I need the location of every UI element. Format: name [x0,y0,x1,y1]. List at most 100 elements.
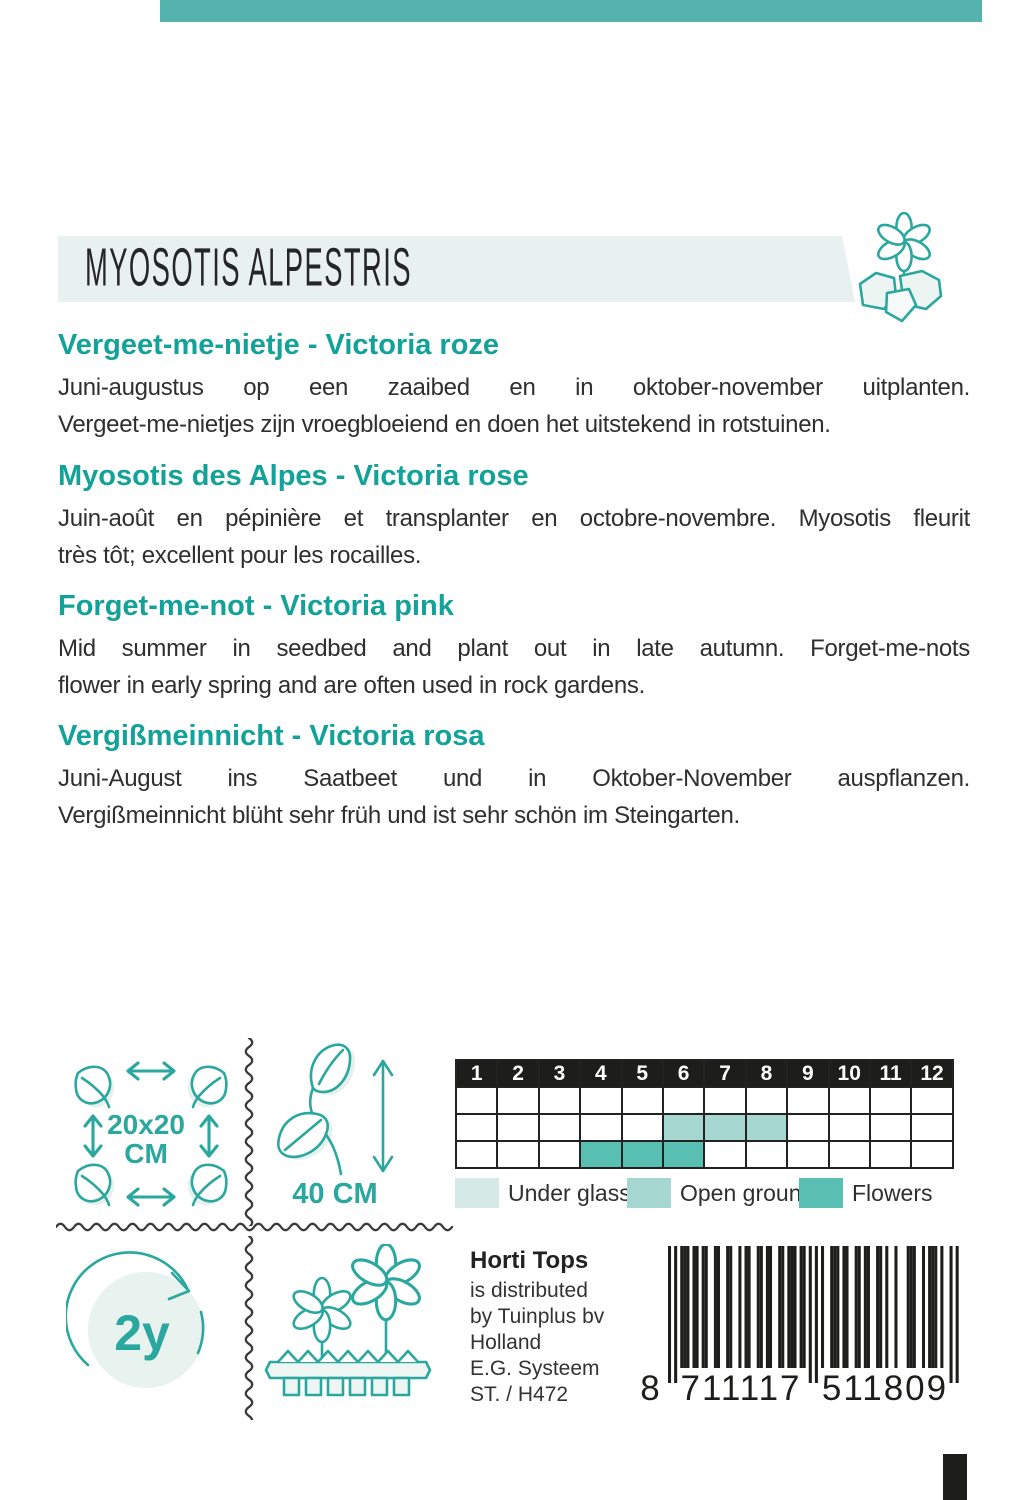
flower-planter-icon [264,1244,432,1397]
section-heading-dutch: Vergeet-me-nietje - Victoria roze [58,329,500,361]
barcode-bar [934,1246,938,1368]
calendar-cell [703,1113,747,1142]
calendar-month-header: 9 [786,1059,830,1088]
barcode-bar [928,1246,932,1368]
calendar-cell [454,1140,499,1169]
calendar-month-header: 7 [703,1059,747,1088]
barcode-bar [949,1246,953,1383]
calendar-cell [454,1113,499,1142]
barcode-digit-group: 711117 [681,1369,802,1404]
barcode-bar [836,1246,840,1368]
barcode-bar [857,1246,861,1368]
calendar-cell [620,1113,664,1142]
calendar-cell [496,1086,540,1115]
barcode-bar [955,1246,959,1383]
barcode-bar [787,1246,791,1368]
leaf-icon [186,1065,228,1109]
calendar-month-header: 4 [579,1059,623,1088]
barcode-bar [879,1246,883,1368]
barcode-bar [686,1246,690,1368]
height-arrow-icon [372,1059,394,1173]
legend-label: Flowers [852,1179,933,1206]
barcode-digit-group: 8 [640,1369,659,1404]
calendar-cell [496,1113,540,1142]
barcode-bar [802,1246,806,1368]
calendar-cell [827,1113,871,1142]
barcode-bar [821,1246,825,1368]
calendar-month-header: 10 [827,1059,871,1088]
legend-label: Open ground [680,1179,815,1206]
title-banner: MYOSOTIS ALPESTRIS [58,236,855,302]
calendar-cell [620,1140,664,1169]
section-french: Myosotis des Alpes - Victoria rose Juin-… [58,460,970,574]
calendar-cell [703,1086,747,1115]
wavy-divider-vertical [244,1038,254,1226]
calendar-month-header: 2 [496,1059,540,1088]
calendar-cell [786,1113,830,1142]
horizontal-spacing-arrow-icon [126,1061,176,1081]
calendar-cell [454,1086,499,1115]
calendar-month-header: 1 [454,1059,499,1088]
leaf-icon [186,1163,228,1207]
section-english: Forget-me-not - Victoria pink Mid summer… [58,590,970,704]
barcode-bar [894,1246,898,1368]
calendar-cell [537,1140,582,1169]
leaf-icon [74,1065,116,1109]
body-line: flower in early spring and are often use… [58,672,645,699]
barcode-bar [683,1246,687,1368]
calendar-cell [703,1140,747,1169]
distributor-line: is distributed [470,1279,588,1302]
calendar-cell [827,1086,871,1115]
calendar-cell [620,1086,664,1115]
calendar-month-header: 12 [910,1059,954,1088]
barcode-bar [931,1246,935,1368]
barcode-bar [790,1246,794,1368]
calendar-cell [868,1086,913,1115]
body-line: Mid summer in seedbed and plant out in l… [58,635,970,662]
distributor-name: Horti Tops [470,1247,589,1274]
calendar-row-under-glass [454,1086,954,1115]
section-heading-french: Myosotis des Alpes - Victoria rose [58,460,529,492]
barcode-bar [716,1246,721,1368]
calendar-cell [910,1113,954,1142]
calendar-month-header: 11 [868,1059,913,1088]
barcode-bar [756,1246,760,1368]
body-line: Juin-août en pépinière et transplanter e… [58,505,970,532]
calendar-cell [579,1086,623,1115]
distributor-line: ST. / H472 [470,1383,569,1406]
calendar-body [454,1086,954,1169]
calendar-month-header: 6 [661,1059,706,1088]
distributor-line: by Tuinplus bv [470,1305,605,1328]
brand-color-bar [160,0,982,22]
calendar-row-open-ground [454,1113,954,1142]
vertical-spacing-arrow-icon [83,1114,103,1158]
section-dutch: Vergeet-me-nietje - Victoria roze Juni-a… [58,329,970,443]
leaf-icon [74,1163,116,1207]
page-title: MYOSOTIS ALPESTRIS [85,238,412,299]
calendar-month-header: 8 [744,1059,789,1088]
barcode-bar [808,1246,812,1383]
legend-swatch-open-ground [627,1178,671,1208]
calendar-cell [868,1140,913,1169]
calendar-cell [868,1113,913,1142]
barcode-bar [912,1246,916,1368]
distributor-line: Holland [470,1331,542,1354]
wavy-divider-horizontal [56,1222,454,1232]
calendar-cell [910,1140,954,1169]
spacing-unit-label: CM [124,1138,168,1169]
barcode-bar [747,1246,751,1368]
section-body-german: Juni-August ins Saatbeet und in Oktober-… [58,760,970,834]
barcode-bar [863,1246,867,1368]
calendar-cell [661,1113,706,1142]
section-body-english: Mid summer in seedbed and plant out in l… [58,630,970,704]
barcode-bar [680,1246,684,1368]
barcode-bar [781,1246,785,1368]
calendar-cell [661,1086,706,1115]
calendar-cell [744,1140,789,1169]
body-line: Juni-August ins Saatbeet und in Oktober-… [58,765,970,792]
legend-swatch-flowers [799,1178,843,1208]
barcode-bar [692,1246,696,1368]
barcode-bar [759,1246,763,1368]
body-line: Juni-augustus op een zaaibed en in oktob… [58,374,970,401]
